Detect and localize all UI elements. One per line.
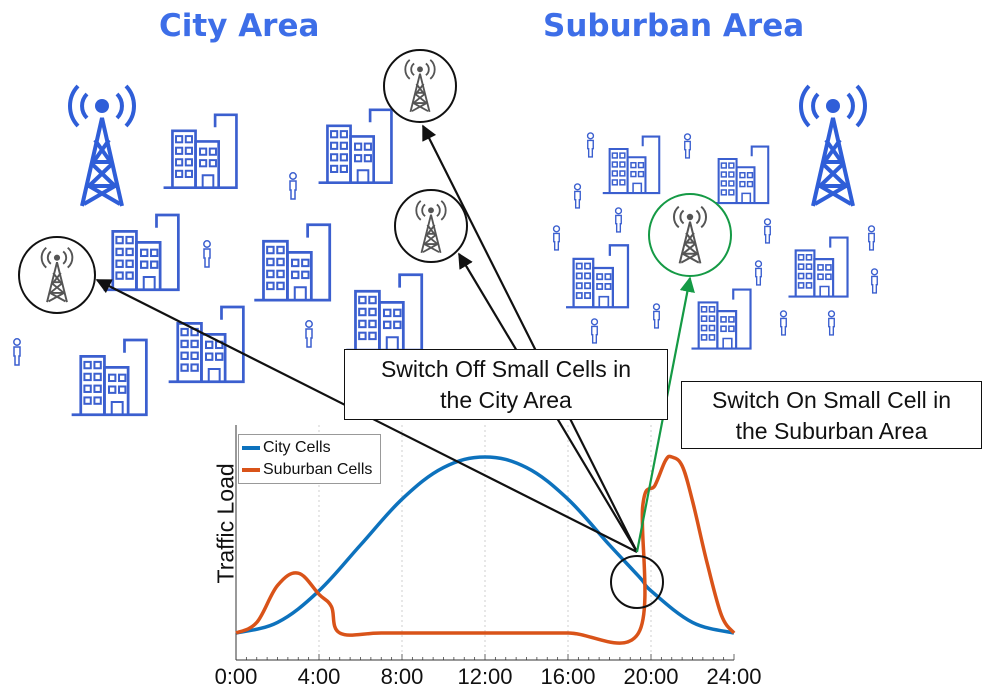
suburban-building-icon: [601, 135, 661, 195]
city-building-icon: [162, 113, 238, 190]
city-building-icon: [102, 213, 180, 292]
person-icon: [590, 318, 599, 344]
city-area-title: City Area: [159, 8, 320, 44]
switch-off-callout-line-2: the City Area: [440, 387, 572, 414]
x-tick-label: 8:00: [380, 664, 424, 689]
chart-legend: City Cells Suburban Cells: [238, 434, 382, 484]
legend-entry-city: City Cells: [242, 437, 372, 459]
person-icon: [763, 218, 772, 244]
person-icon: [203, 240, 211, 268]
suburban-macro-tower-icon: [799, 84, 867, 208]
person-icon: [870, 268, 879, 294]
suburban-building-icon: [564, 244, 630, 309]
city-building-icon: [252, 223, 332, 302]
person-icon: [754, 260, 763, 286]
suburban-area-title: Suburban Area: [543, 8, 805, 44]
x-tick-label: 16:00: [540, 664, 596, 689]
person-icon: [586, 132, 595, 158]
person-icon: [779, 310, 788, 336]
suburban-building-icon: [710, 145, 770, 205]
series-line-suburban-cells: [235, 454, 736, 645]
person-icon: [289, 172, 297, 200]
x-tick-label: 0:00: [214, 664, 258, 689]
switch-off-callout-line-1: Switch Off Small Cells in: [380, 356, 632, 382]
person-icon: [867, 225, 876, 251]
switch-on-callout-line-1: Switch On Small Cell in: [711, 387, 952, 413]
y-axis-label: Traffic Load: [212, 463, 239, 584]
series-line-city-cells: [235, 455, 735, 635]
person-icon: [552, 225, 561, 251]
arrow-to-small-cell-top: [422, 124, 638, 553]
legend-label-suburban: Suburban Cells: [263, 461, 373, 478]
city-building-icon: [167, 305, 245, 384]
legend-label-city: City Cells: [263, 439, 331, 456]
city-macro-tower-icon: [68, 84, 136, 208]
legend-swatch-city: [242, 446, 260, 450]
x-tick-label: 20:00: [623, 664, 679, 689]
suburban-building-icon: [690, 288, 752, 350]
chart-gridlines: [318, 425, 652, 660]
small-cell-top: [383, 49, 457, 123]
x-tick-label: 24:00: [706, 664, 762, 689]
person-icon: [573, 183, 582, 209]
crossover-highlight-circle: [610, 555, 664, 609]
person-icon: [305, 320, 313, 348]
person-icon: [13, 338, 21, 366]
legend-swatch-suburban: [242, 468, 260, 472]
person-icon: [827, 310, 836, 336]
city-building-icon: [344, 273, 424, 352]
small-cell-suburban: [648, 193, 732, 277]
x-tick-label: 12:00: [457, 664, 513, 689]
small-cell-left: [18, 236, 96, 314]
city-building-icon: [317, 108, 393, 185]
switch-on-callout-line-2: the Suburban Area: [735, 418, 928, 445]
person-icon: [652, 303, 661, 329]
x-tick-label: 4:00: [297, 664, 341, 689]
switch-on-callout: Switch On Small Cell in the Suburban Are…: [681, 381, 982, 449]
person-icon: [614, 207, 623, 233]
legend-entry-suburban: Suburban Cells: [242, 459, 372, 481]
person-icon: [683, 133, 692, 159]
switch-off-callout: Switch Off Small Cells in the City Area: [344, 349, 668, 420]
small-cell-middle: [394, 189, 468, 263]
city-building-icon: [70, 338, 148, 417]
suburban-building-icon: [787, 236, 849, 298]
